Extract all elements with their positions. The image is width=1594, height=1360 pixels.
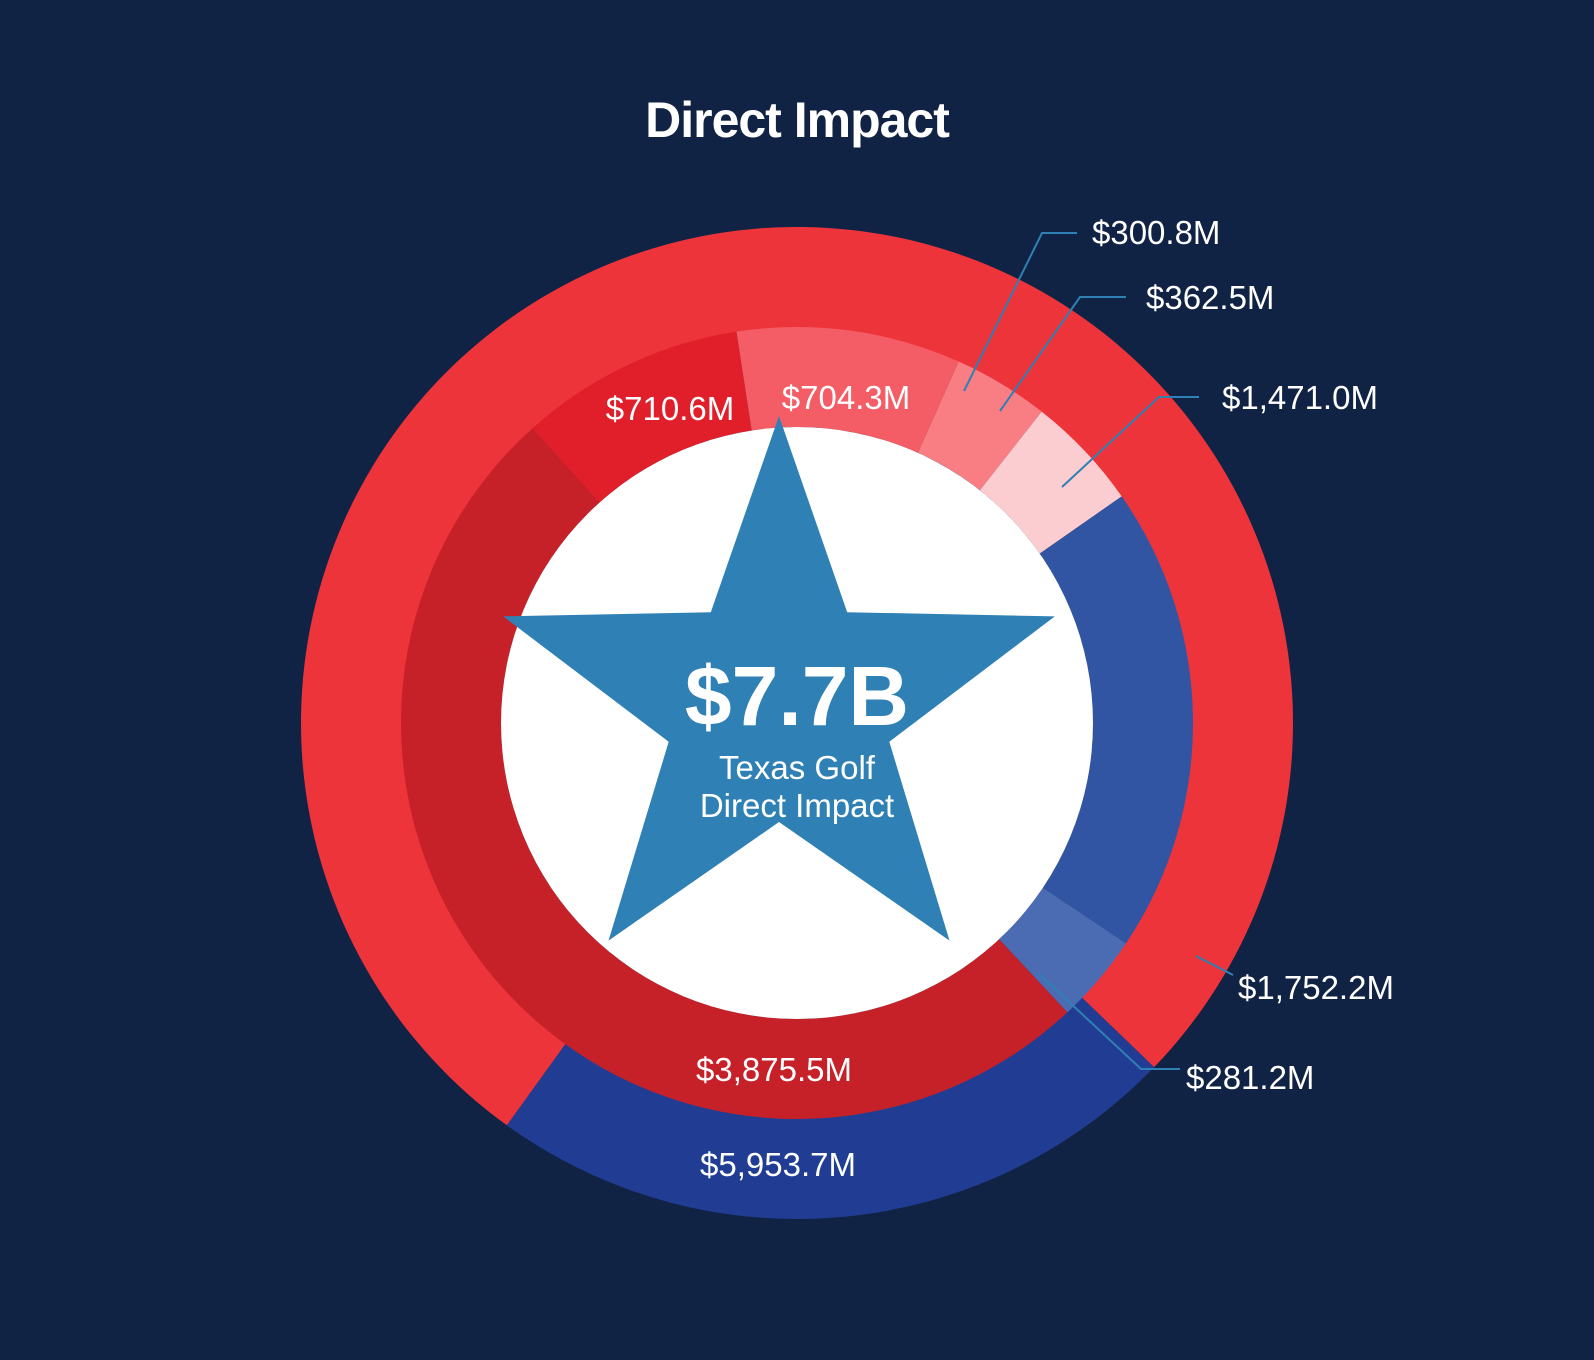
inner-ring-segment	[999, 887, 1127, 1013]
segment-labels: $5,953.7M $1,752.2M $710.6M $704.3M $300.8M $…	[606, 214, 1394, 1183]
segment-value-label: $710.6M	[606, 390, 734, 427]
outer-ring-segment	[506, 997, 1155, 1219]
outer-ring	[301, 226, 1294, 1219]
leader-line	[963, 232, 1077, 392]
segment-value-label: $3,875.5M	[696, 1051, 852, 1088]
inner-ring-segment	[979, 411, 1122, 554]
segment-value-label: $300.8M	[1092, 214, 1220, 251]
segment-value-label: $5,953.7M	[700, 1146, 856, 1183]
leader-line	[1061, 396, 1199, 488]
leader-line	[1038, 973, 1180, 1070]
inner-ring-segment	[532, 331, 752, 504]
leader-line	[999, 296, 1126, 412]
segment-value-label: $362.5M	[1146, 279, 1274, 316]
inner-ring-segment	[1039, 496, 1193, 944]
segment-value-label: $704.3M	[782, 379, 910, 416]
chart-title: Direct Impact	[645, 92, 950, 148]
leader-line	[1195, 955, 1234, 976]
inner-ring-segment	[401, 428, 1068, 1119]
inner-ring	[401, 327, 1193, 1119]
inner-ring-segment	[736, 327, 959, 453]
segment-value-label: $1,752.2M	[1238, 969, 1394, 1006]
center-total-value: $7.7B	[685, 649, 909, 743]
center-label-line2: Direct Impact	[700, 787, 894, 824]
star-icon	[503, 416, 1055, 941]
segment-value-label: $281.2M	[1186, 1059, 1314, 1096]
inner-ring-segment	[917, 361, 1042, 491]
segment-value-label: $1,471.0M	[1222, 379, 1378, 416]
center-label-line1: Texas Golf	[719, 749, 876, 786]
leader-lines	[963, 232, 1234, 1070]
